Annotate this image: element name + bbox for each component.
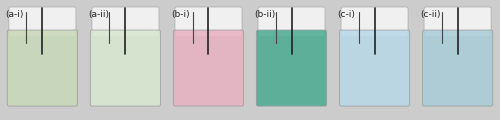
FancyBboxPatch shape <box>256 30 326 106</box>
FancyBboxPatch shape <box>90 30 160 106</box>
FancyBboxPatch shape <box>341 7 408 37</box>
FancyBboxPatch shape <box>340 30 409 106</box>
Text: (b-i): (b-i) <box>171 10 190 19</box>
Text: (c-i): (c-i) <box>337 10 355 19</box>
FancyBboxPatch shape <box>258 7 325 37</box>
FancyBboxPatch shape <box>9 7 76 37</box>
FancyBboxPatch shape <box>174 30 244 106</box>
Text: (a-ii): (a-ii) <box>88 10 109 19</box>
FancyBboxPatch shape <box>8 30 78 106</box>
Text: (b-ii): (b-ii) <box>254 10 275 19</box>
FancyBboxPatch shape <box>175 7 242 37</box>
FancyBboxPatch shape <box>92 7 159 37</box>
Text: (a-i): (a-i) <box>5 10 24 19</box>
FancyBboxPatch shape <box>424 7 491 37</box>
FancyBboxPatch shape <box>422 30 492 106</box>
Text: (c-ii): (c-ii) <box>420 10 440 19</box>
